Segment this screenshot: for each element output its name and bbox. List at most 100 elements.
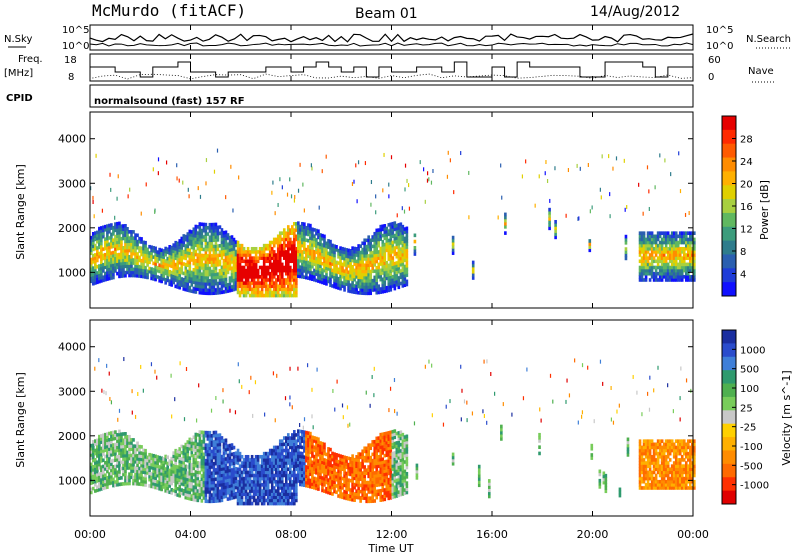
heatmap-cell <box>168 260 171 265</box>
heatmap-cell <box>383 264 387 269</box>
heatmap-cell <box>174 250 178 254</box>
heatmap-cell <box>246 454 250 459</box>
heatmap-cell <box>230 483 234 488</box>
heatmap-cell <box>652 278 656 282</box>
heatmap-cell <box>176 163 178 168</box>
heatmap-cell <box>286 243 290 248</box>
heatmap-cell <box>331 246 334 251</box>
heatmap-cell <box>357 259 360 264</box>
heatmap-cell <box>180 258 184 263</box>
heatmap-cell <box>112 257 115 261</box>
heatmap-cell <box>428 177 430 182</box>
heatmap-cell <box>192 488 196 493</box>
heatmap-cell <box>301 467 304 472</box>
heatmap-cell <box>116 253 119 257</box>
heatmap-cell <box>664 268 668 273</box>
heatmap-cell <box>160 248 163 253</box>
heatmap-cell <box>280 492 284 497</box>
heatmap-cell <box>218 272 222 276</box>
heatmap-cell <box>228 260 232 265</box>
heatmap-cell <box>110 269 113 274</box>
heatmap-cell <box>321 469 324 474</box>
heatmap-cell <box>146 247 149 252</box>
heatmap-cell <box>258 473 262 478</box>
heatmap-cell <box>313 479 316 484</box>
heatmap-cell <box>102 464 105 469</box>
heatmap-cell <box>114 262 117 267</box>
heatmap-cell <box>136 252 139 256</box>
heatmap-cell <box>258 495 262 500</box>
heatmap-cell <box>224 283 228 288</box>
heatmap-cell <box>186 263 190 268</box>
heatmap-cell <box>658 278 662 282</box>
heatmap-cell <box>379 256 383 260</box>
heatmap-cell <box>120 460 123 465</box>
heatmap-cell <box>280 473 284 478</box>
heatmap-cell <box>686 275 690 279</box>
heatmap-cell <box>246 268 250 273</box>
heatmap-cell <box>208 499 212 504</box>
heatmap-cell <box>276 483 280 487</box>
heatmap-cell <box>276 262 280 267</box>
heatmap-cell <box>114 470 117 475</box>
heatmap-cell <box>256 268 260 273</box>
heatmap-cell <box>230 288 234 292</box>
heatmap-cell <box>375 284 379 289</box>
heatmap-cell <box>670 234 674 239</box>
heatmap-cell <box>110 245 113 249</box>
heatmap-cell <box>120 476 123 480</box>
heatmap-cell <box>116 262 119 267</box>
heatmap-cell <box>204 247 208 252</box>
heatmap-cell <box>232 268 236 273</box>
heatmap-cell <box>184 495 188 500</box>
heatmap-cell <box>94 448 97 453</box>
heatmap-cell <box>100 247 103 252</box>
heatmap-cell <box>282 489 286 493</box>
heatmap-cell <box>357 269 360 273</box>
heatmap-cell <box>375 228 379 233</box>
heatmap-cell <box>124 258 127 262</box>
heatmap-cell <box>242 293 246 298</box>
heatmap-cell <box>389 275 393 280</box>
heatmap-cell <box>138 482 141 486</box>
heatmap-cell <box>668 237 672 242</box>
heatmap-cell <box>638 268 642 273</box>
heatmap-cell <box>218 473 222 478</box>
heatmap-cell <box>258 467 262 472</box>
heatmap-cell <box>182 470 186 474</box>
heatmap-cell <box>391 231 395 235</box>
heatmap-cell <box>252 467 256 472</box>
heatmap-cell <box>162 482 165 486</box>
heatmap-cell <box>234 243 238 248</box>
heatmap-cell <box>327 490 330 495</box>
heatmap-cell <box>270 262 274 267</box>
heatmap-cell <box>230 278 234 283</box>
heatmap-cell <box>248 467 252 472</box>
heatmap-cell <box>303 464 306 469</box>
heatmap-cell <box>278 445 282 450</box>
heatmap-cell <box>98 273 101 278</box>
heatmap-cell <box>128 478 131 483</box>
heatmap-cell <box>218 281 222 286</box>
heatmap-cell <box>244 293 248 298</box>
heatmap-cell <box>90 468 93 473</box>
heatmap-cell <box>295 467 298 472</box>
heatmap-cell <box>198 464 202 469</box>
heatmap-cell <box>258 483 262 487</box>
heatmap-cell <box>90 263 93 268</box>
heatmap-cell <box>104 274 107 279</box>
heatmap-cell <box>216 455 220 460</box>
heatmap-cell <box>383 273 387 278</box>
heatmap-cell <box>331 259 334 263</box>
heatmap-cell <box>658 271 662 276</box>
heatmap-cell <box>658 268 662 273</box>
heatmap-cell <box>345 266 348 271</box>
heatmap-cell <box>284 268 288 273</box>
heatmap-cell <box>684 275 688 279</box>
heatmap-cell <box>152 485 155 489</box>
heatmap-cell <box>226 469 230 473</box>
heatmap-cell <box>178 178 180 183</box>
heatmap-cell <box>94 451 97 456</box>
heatmap-cell <box>194 283 198 288</box>
heatmap-cell <box>100 263 103 268</box>
